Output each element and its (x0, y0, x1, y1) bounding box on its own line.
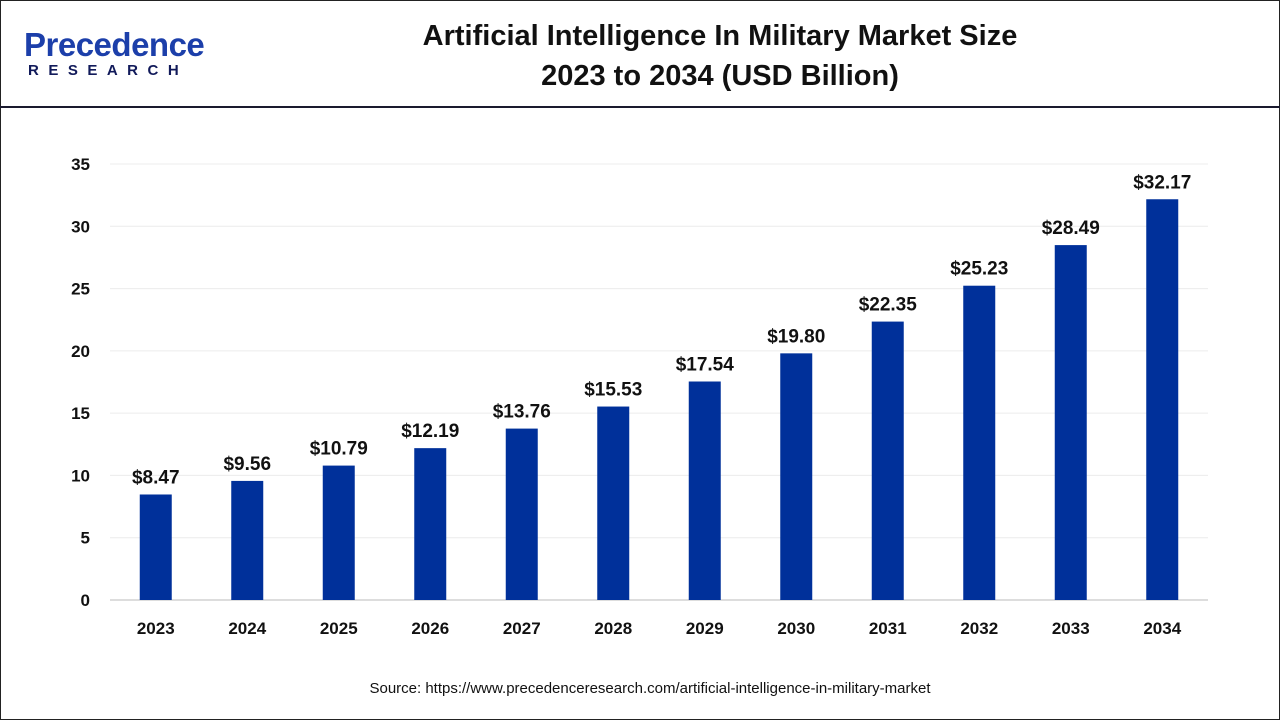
y-tick-label: 20 (71, 342, 90, 361)
y-tick-label: 30 (71, 217, 90, 236)
y-tick-label: 35 (71, 155, 90, 174)
data-label-2024: $9.56 (223, 454, 271, 475)
bar-2025 (322, 465, 355, 600)
bar-2031 (871, 321, 904, 600)
precedence-research-logo: Precedence RESEARCH (24, 26, 205, 80)
data-label-2032: $25.23 (950, 259, 1008, 280)
x-tick-label: 2032 (960, 619, 998, 638)
x-tick-label: 2033 (1052, 619, 1090, 638)
bar-2023 (139, 494, 172, 600)
bar-2024 (231, 480, 264, 600)
data-label-2027: $13.76 (493, 402, 551, 423)
bar-2030 (780, 353, 813, 600)
y-tick-label: 15 (71, 404, 90, 423)
header-divider (0, 106, 1280, 108)
y-tick-label: 5 (81, 529, 90, 548)
x-tick-label: 2026 (411, 619, 449, 638)
x-tick-label: 2027 (503, 619, 541, 638)
chart-title: Artificial Intelligence In Military Mark… (300, 16, 1140, 96)
x-tick-label: 2029 (686, 619, 724, 638)
data-label-2023: $8.47 (132, 467, 180, 488)
bar-2027 (505, 428, 538, 600)
data-label-2026: $12.19 (401, 421, 459, 442)
x-tick-label: 2024 (228, 619, 266, 638)
y-tick-label: 0 (81, 591, 90, 610)
bar-2034 (1146, 199, 1179, 600)
bar-2033 (1054, 245, 1087, 600)
x-tick-label: 2030 (777, 619, 815, 638)
data-label-2030: $19.80 (767, 326, 825, 347)
bar-2029 (688, 381, 721, 600)
title-line-1: Artificial Intelligence In Military Mark… (422, 20, 1018, 52)
logo-subtext: RESEARCH (28, 62, 189, 79)
source-text: Source: https://www.precedenceresearch.c… (369, 680, 931, 697)
bar-2032 (963, 285, 996, 600)
y-tick-label: 25 (71, 280, 90, 299)
x-tick-label: 2025 (320, 619, 358, 638)
data-label-2028: $15.53 (584, 380, 642, 401)
x-tick-label: 2028 (594, 619, 632, 638)
x-tick-label: 2031 (869, 619, 907, 638)
data-label-2034: $32.17 (1133, 172, 1191, 193)
data-label-2029: $17.54 (676, 355, 735, 376)
y-tick-label: 10 (71, 466, 90, 485)
data-label-2025: $10.79 (310, 439, 368, 460)
bar-2028 (597, 406, 630, 600)
data-label-2033: $28.49 (1042, 218, 1100, 239)
x-tick-label: 2023 (137, 619, 175, 638)
x-tick-label: 2034 (1143, 619, 1181, 638)
title-line-2: 2023 to 2034 (USD Billion) (541, 60, 899, 92)
data-label-2031: $22.35 (859, 295, 918, 316)
bar-2026 (414, 448, 447, 600)
logo-text: Precedence (24, 26, 205, 63)
